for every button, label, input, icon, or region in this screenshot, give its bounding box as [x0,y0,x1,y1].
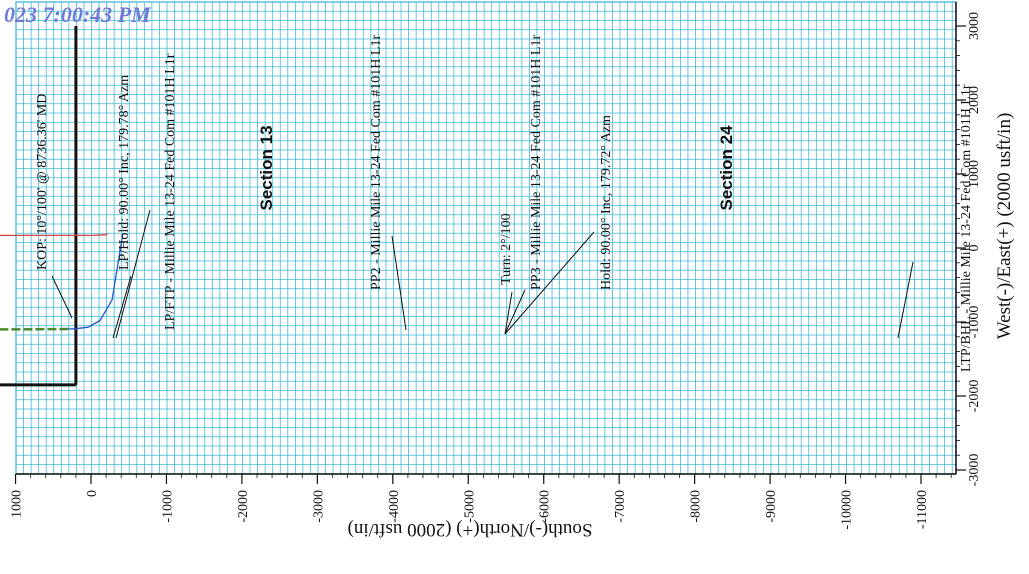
x-tick-label: -6000 [538,490,553,523]
y-tick-label: -2000 [967,380,982,413]
annotation-label: Hold: 90.00° Inc, 179.72° Azm [599,115,614,290]
lease-boundary [0,26,78,387]
annotation-label: Turn: 2°/100 [499,213,514,285]
annotation-leader [115,209,151,339]
x-tick-label: -7000 [613,490,628,523]
y-tick-label: -3000 [967,454,982,487]
section-labels: Section 13 Section 24 [257,125,736,211]
x-tick-label: -9000 [764,490,779,523]
y-tick-label: 2000 [967,86,982,114]
grid [15,1,957,475]
section-label: Section 13 [257,125,276,210]
y-tick-label: 1000 [967,160,982,188]
annotation-label: PP3 - Millie Mile 13-24 Fed Com #101H L1… [529,35,544,290]
y-axis-title: West(-)/East(+) (2000 usft/in) [994,113,1015,340]
x-tick-label: -10000 [840,490,855,530]
x-tick-label: -3000 [311,490,326,523]
annotation-label: KOP: 10°/100' @ 8736.36' MD [35,94,50,270]
x-tick-label: -4000 [387,490,402,523]
x-tick-label: 1000 [10,490,25,518]
x-tick-label: -2000 [236,490,251,523]
annotation-label: LP/FTP - Millie Mile 13-24 Fed Com #101H… [163,53,178,330]
annotation-leader [112,275,132,339]
annotation-leaders [51,209,914,339]
y-tick-label: 0 [967,245,982,252]
x-tick-label: -8000 [689,490,704,523]
annotation-leader [504,231,595,335]
well-path-0 [68,234,124,330]
axes: 1000 0 -1000 -2000 -3000 -4000 -5000 -6000 -7000… [10,2,982,530]
x-axis-title: South(-)/North(+) (2000 usft/in) [347,519,592,540]
well-paths [0,232,124,331]
section-label: Section 24 [717,125,736,211]
x-tick-label: -5000 [462,490,477,523]
annotations: KOP: 10°/100' @ 8736.36' MD LP/Hold: 90.0… [35,35,974,372]
x-tick-label: -11000 [915,490,930,529]
annotation-leader [504,291,513,335]
plot-area [15,1,957,475]
well-path-2 [0,232,109,237]
annotation-leader [51,275,73,319]
annotation-leader [504,289,526,335]
y-tick-label: -1000 [967,306,982,339]
annotation-label: PP2 - Millie Mile 13-24 Fed Com #101H L1… [369,35,384,290]
annotation-leader [897,261,914,339]
annotation-label: LP/Hold: 90.00° Inc, 179.78° Azm [117,75,132,270]
y-tick-label: 3000 [967,12,982,40]
x-tick-label: 0 [85,490,100,497]
annotation-label: LTP/BHL - Millie Mile 13-24 Fed Com #101… [959,84,974,372]
annotation-leader [391,235,407,331]
x-tick-label: -1000 [160,490,175,523]
timestamp-stamp: 023 7:00:43 PM [4,2,152,27]
